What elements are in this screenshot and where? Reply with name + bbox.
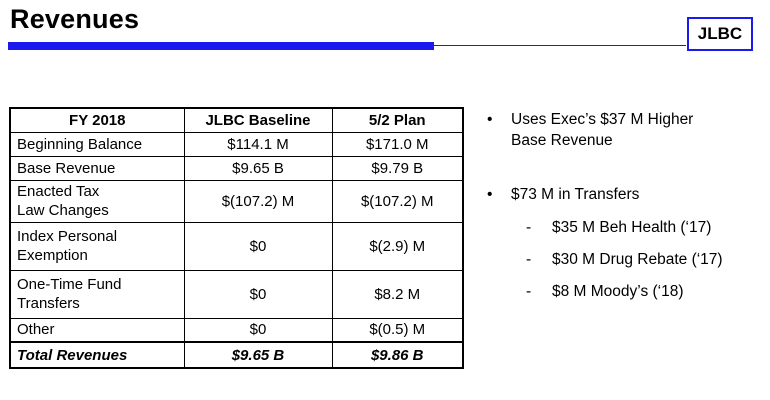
table-row: Beginning Balance $114.1 M $171.0 M <box>9 131 464 157</box>
table-row: Index Personal Exemption $0 $(2.9) M <box>9 221 464 271</box>
row-label-line2: Exemption <box>17 247 88 264</box>
table-row: Other $0 $(0.5) M <box>9 317 464 343</box>
row-label: Index Personal Exemption <box>9 221 185 271</box>
row-label-line2: Law Changes <box>17 202 109 219</box>
sub-bullet-text: $8 M Moody’s (‘18) <box>552 283 684 300</box>
sub-bullet-marker: - <box>526 251 532 268</box>
table-header-row: FY 2018 JLBC Baseline 5/2 Plan <box>9 107 464 133</box>
baseline-cell: $9.65 B <box>183 155 333 181</box>
bullet-text: $73 M in Transfers <box>511 186 640 203</box>
revenues-table: FY 2018 JLBC Baseline 5/2 Plan Beginning… <box>9 107 464 369</box>
sub-bullet-marker: - <box>526 283 532 300</box>
plan-cell: $8.2 M <box>331 269 464 319</box>
plan-cell: $(107.2) M <box>331 179 464 223</box>
bullet-text-line1: Uses Exec’s $37 M Higher <box>511 111 694 128</box>
table-row: One-Time Fund Transfers $0 $8.2 M <box>9 269 464 319</box>
title-underline-thick <box>8 42 434 50</box>
row-label: Other <box>9 317 185 343</box>
total-label: Total Revenues <box>9 341 185 369</box>
sub-bullet-marker: - <box>526 219 532 236</box>
bullet-item: • Uses Exec’s $37 M Higher Base Revenue <box>487 109 767 151</box>
baseline-cell: $0 <box>183 221 333 271</box>
total-row: Total Revenues $9.65 B $9.86 B <box>9 341 464 369</box>
row-label: Beginning Balance <box>9 131 185 157</box>
table-row: Enacted Tax Law Changes $(107.2) M $(107.… <box>9 179 464 223</box>
baseline-cell: $(107.2) M <box>183 179 333 223</box>
bullet-text-line2: Base Revenue <box>511 132 613 149</box>
row-label-line1: Beginning Balance <box>17 135 143 153</box>
column-header-fy: FY 2018 <box>9 107 185 133</box>
bullet-item: • $73 M in Transfers <box>487 184 767 205</box>
sub-bullet-text: $35 M Beh Health (‘17) <box>552 219 712 236</box>
row-label-line1: Other <box>17 321 55 339</box>
row-label: Base Revenue <box>9 155 185 181</box>
row-label: One-Time Fund Transfers <box>9 269 185 319</box>
bullet-marker: • <box>487 111 493 128</box>
bullet-text: Uses Exec’s $37 M Higher Base Revenue <box>511 109 693 151</box>
notes-list: • Uses Exec’s $37 M Higher Base Revenue •… <box>487 109 767 302</box>
bullet-marker: • <box>487 186 493 203</box>
row-label-line2: Transfers <box>17 295 80 312</box>
row-label-line1: One-Time Fund <box>17 276 122 293</box>
row-label-line1: Base Revenue <box>17 159 116 177</box>
table-row: Base Revenue $9.65 B $9.79 B <box>9 155 464 181</box>
page-title: Revenues <box>10 4 140 34</box>
plan-cell: $171.0 M <box>331 131 464 157</box>
plan-cell: $(0.5) M <box>331 317 464 343</box>
sub-bullet-text: $30 M Drug Rebate (‘17) <box>552 251 723 268</box>
sub-bullet-item: - $30 M Drug Rebate (‘17) <box>526 249 767 270</box>
row-label: Enacted Tax Law Changes <box>9 179 185 223</box>
column-header-plan: 5/2 Plan <box>331 107 464 133</box>
plan-cell: $9.79 B <box>331 155 464 181</box>
baseline-cell: $0 <box>183 269 333 319</box>
total-baseline-cell: $9.65 B <box>183 341 333 369</box>
total-plan-cell: $9.86 B <box>331 341 464 369</box>
column-header-baseline: JLBC Baseline <box>183 107 333 133</box>
baseline-cell: $0 <box>183 317 333 343</box>
row-label-line1: Index Personal <box>17 228 118 245</box>
baseline-cell: $114.1 M <box>183 131 333 157</box>
title-underline-thin <box>434 45 686 46</box>
jlbc-logo: JLBC <box>687 17 753 51</box>
sub-bullet-item: - $35 M Beh Health (‘17) <box>526 217 767 238</box>
plan-cell: $(2.9) M <box>331 221 464 271</box>
sub-bullet-item: - $8 M Moody’s (‘18) <box>526 281 767 302</box>
row-label-line1: Enacted Tax <box>17 183 100 200</box>
